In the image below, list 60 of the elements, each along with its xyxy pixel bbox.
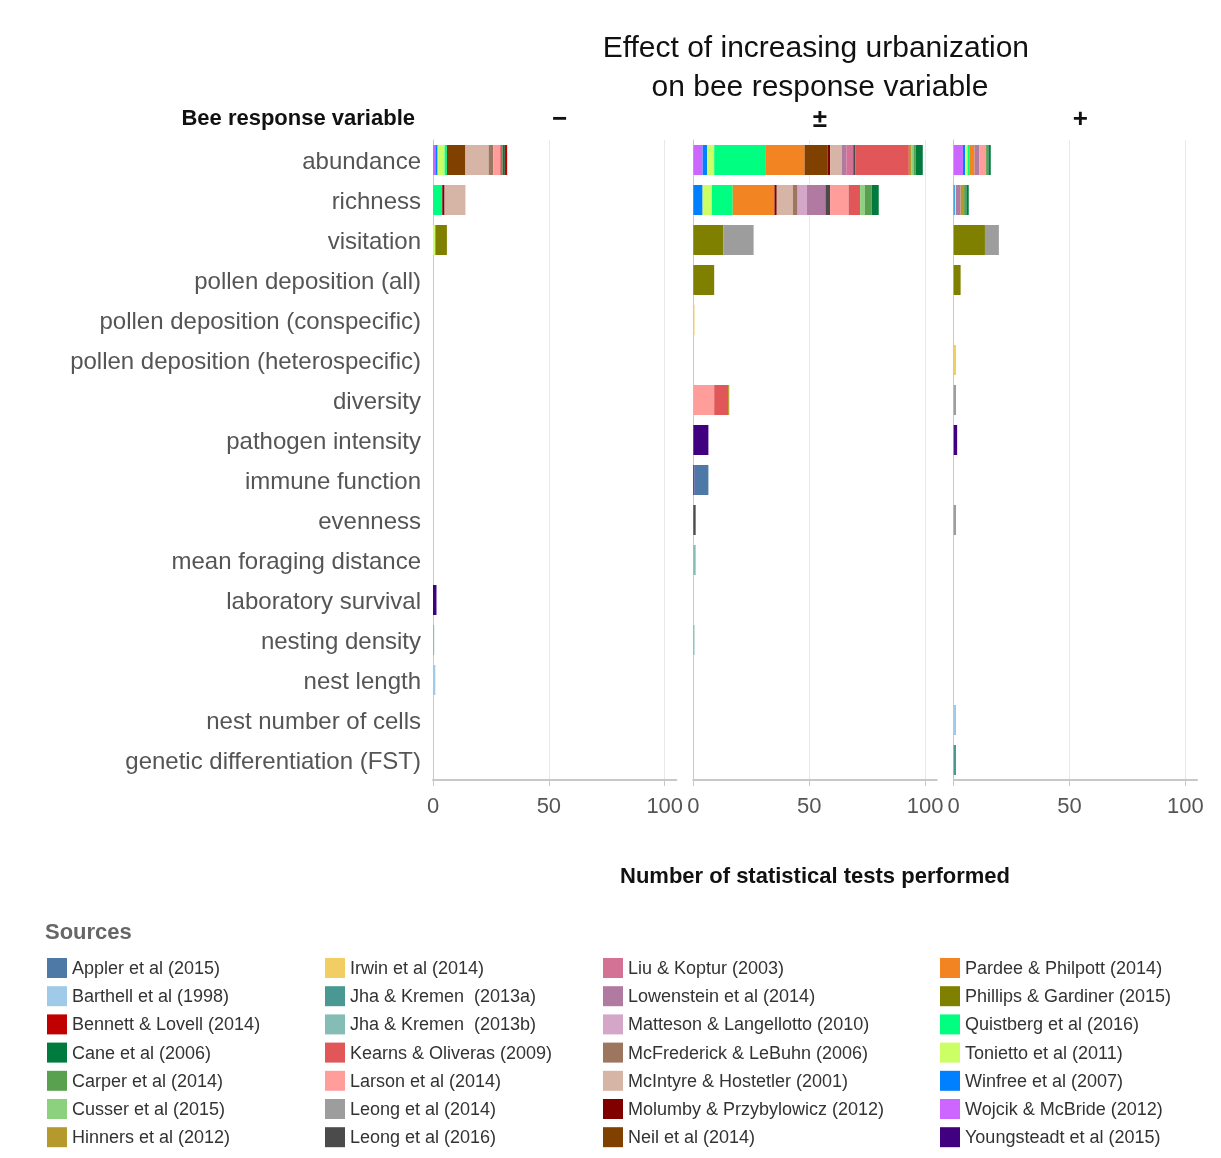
legend-label: Cane et al (2006) xyxy=(72,1042,212,1063)
legend-label: Pardee & Philpott (2014) xyxy=(965,958,1163,978)
legend-label: Cusser et al (2015) xyxy=(72,1099,226,1119)
legend-label: Barthell et al (1998) xyxy=(72,986,230,1007)
legend-label: Hinners et al (2012) xyxy=(72,1127,231,1148)
x-tick-label: 100 xyxy=(1167,792,1204,818)
legend-label: Appler et al (2015) xyxy=(72,958,221,978)
y-tick-label: immune function xyxy=(244,466,421,494)
legend-label: Irwin et al (2014) xyxy=(350,958,485,978)
legend-label: Kearns & Oliveras (2009) xyxy=(350,1042,553,1063)
legend-label: Jha & Kremen (2013a) xyxy=(350,986,537,1007)
y-tick-label: nest length xyxy=(303,666,421,694)
chart-subtitle: + xyxy=(1072,103,1088,133)
legend-label: Leong et al (2014) xyxy=(350,1099,497,1119)
legend-label: McIntyre & Hostetler (2001) xyxy=(628,1070,849,1091)
x-tick-label: 0 xyxy=(687,792,700,818)
legend-label: Youngsteadt et al (2015) xyxy=(965,1127,1161,1148)
y-tick-label: genetic differentiation (FST) xyxy=(125,746,421,774)
chart-subtitle: ± xyxy=(812,103,828,133)
legend-label: Lowenstein et al (2014) xyxy=(628,986,816,1007)
x-tick-label: 100 xyxy=(646,792,684,818)
legend-label: Quistberg et al (2016) xyxy=(965,1014,1140,1035)
y-tick-label: pollen deposition (conspecific) xyxy=(99,306,421,334)
x-tick-label: 50 xyxy=(1057,792,1082,818)
y-tick-label: diversity xyxy=(332,386,421,414)
legend-label: Carper et al (2014) xyxy=(72,1070,224,1091)
x-tick-label: 100 xyxy=(906,792,944,818)
legend-label: Larson et al (2014) xyxy=(350,1070,502,1091)
x-tick-label: 50 xyxy=(796,792,822,818)
y-tick-label: laboratory survival xyxy=(226,586,421,614)
y-axis-title: Bee response variable xyxy=(181,104,416,130)
legend-label: Phillips & Gardiner (2015) xyxy=(965,986,1172,1007)
legend-label: Winfree et al (2007) xyxy=(965,1070,1124,1091)
y-tick-label: visitation xyxy=(327,226,421,254)
chart-title: Effect of increasing urbanization on bee response variable xyxy=(602,30,1038,102)
y-tick-label: pollen deposition (heterospecific) xyxy=(70,346,421,374)
y-tick-label: nest number of cells xyxy=(206,706,421,734)
legend-label: Neil et al (2014) xyxy=(628,1127,756,1148)
legend-label: Molumby & Przybylowicz (2012) xyxy=(628,1099,885,1119)
x-tick-label: 0 xyxy=(426,792,440,818)
y-tick-label: abundance xyxy=(302,146,421,174)
x-tick-label: 50 xyxy=(536,792,562,818)
y-tick-label: pathogen intensity xyxy=(226,426,421,454)
chart-subtitle: − xyxy=(552,103,568,133)
y-tick-label: nesting density xyxy=(260,626,421,654)
legend-label: Leong et al (2016) xyxy=(350,1127,497,1148)
legend-label: Matteson & Langellotto (2010) xyxy=(628,1014,870,1035)
legend-title: Sources xyxy=(45,918,132,944)
legend-label: Wojcik & McBride (2012) xyxy=(965,1099,1163,1119)
y-tick-label: mean foraging distance xyxy=(171,546,421,574)
x-tick-label: 0 xyxy=(947,792,960,818)
y-tick-label: richness xyxy=(331,186,421,214)
y-tick-label: evenness xyxy=(318,506,421,534)
x-axis-title: Number of statistical tests performed xyxy=(620,862,1010,888)
legend-label: Liu & Koptur (2003) xyxy=(628,958,785,978)
legend-label: Tonietto et al (2011) xyxy=(965,1042,1123,1063)
y-tick-label: pollen deposition (all) xyxy=(194,266,421,294)
legend-label: McFrederick & LeBuhn (2006) xyxy=(628,1042,869,1063)
legend-label: Jha & Kremen (2013b) xyxy=(350,1014,537,1035)
legend-label: Bennett & Lovell (2014) xyxy=(72,1014,261,1035)
